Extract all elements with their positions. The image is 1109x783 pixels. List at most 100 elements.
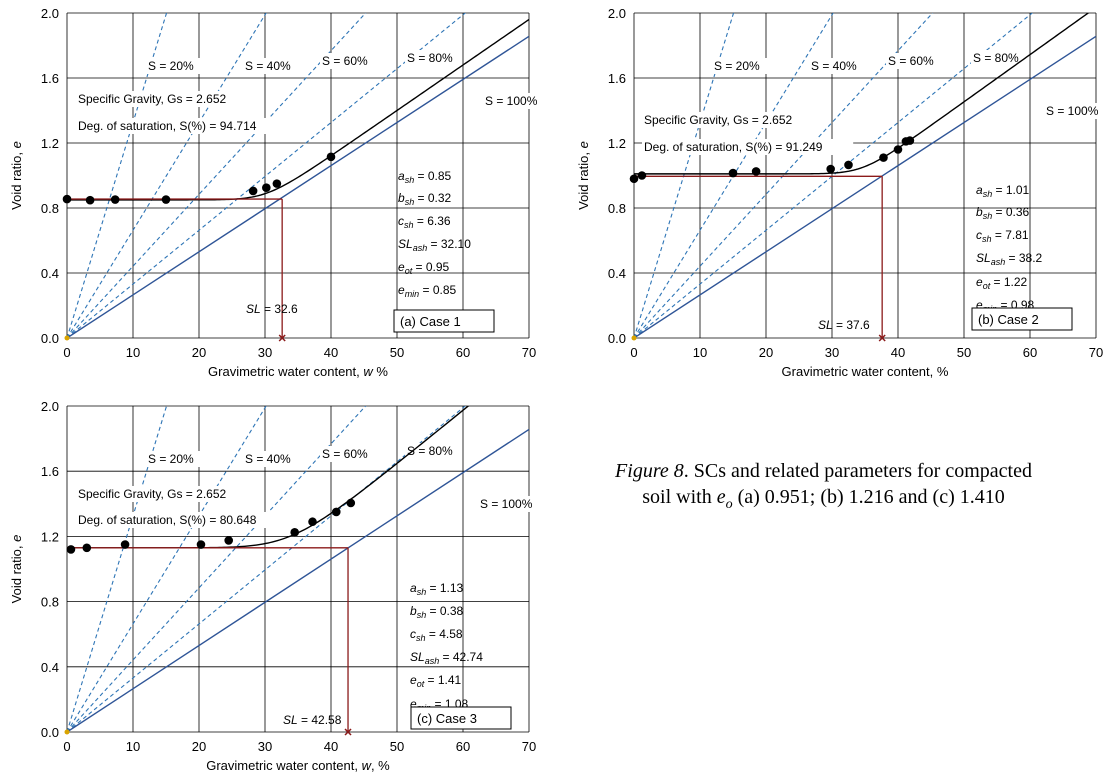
saturation-line-80 [67,406,467,732]
param-label: SLash = 38.2 [976,251,1043,267]
label-bg [76,512,288,528]
x-tick-label: 10 [126,345,140,360]
saturation-line-100 [634,35,1096,338]
sl-symbol: SL [818,318,833,332]
saturation-lines [634,13,1096,338]
label-bg [478,496,540,512]
label-bg [1044,103,1106,119]
param-subscript: ot [417,679,425,689]
sl-label: SL = 32.6 [246,302,298,316]
data-point [637,171,647,180]
y-tick-label: 0.8 [608,201,626,216]
data-point [346,498,356,508]
caption-e-subscript: o [725,497,733,512]
param-symbol: c [410,627,416,641]
saturation-label-80: S = 80% [407,51,453,65]
saturation-label-20: S = 20% [714,59,760,73]
data-point [110,195,120,204]
x-tick-label: 50 [390,345,404,360]
param-symbol: SL [398,237,413,251]
param-value: = 1.22 [990,275,1027,289]
data-point [248,186,258,196]
saturation-label-60: S = 60% [322,54,368,68]
caption-text-2: soil with [642,486,717,508]
label-bg [76,486,256,502]
x-tick-label: 20 [192,345,206,360]
x-tick-label: 0 [63,345,70,360]
param-symbol: a [976,183,983,197]
sl-value: = 32.6 [261,302,298,316]
saturation-label-60: S = 60% [322,447,368,461]
param-subscript: sh [405,175,415,185]
sl-marker [278,334,286,342]
param-subscript: sh [417,610,427,620]
param-symbol: SL [410,650,425,664]
param-subscript: min [405,289,420,299]
degree-saturation-label: Deg. of saturation, S(%) = 91.249 [644,140,823,154]
param-symbol: e [410,697,417,711]
figure-caption: Figure 8. SCs and related parameters for… [538,458,1109,518]
saturation-label-20: S = 20% [148,452,194,466]
origin-marker [64,335,70,341]
param-value: = 0.38 [426,604,463,618]
y-tick-label: 0.4 [608,266,626,281]
saturation-line-40 [634,13,834,338]
param-subscript: sh [983,189,993,199]
data-point [62,194,72,204]
param-value: = 38.2 [1005,251,1042,265]
x-tick-label: 50 [390,739,404,754]
label-bg [712,58,768,74]
param-value: = 1.41 [424,673,461,687]
data-point [826,164,835,174]
param-symbol: b [976,205,983,219]
y-tick-label: 0.8 [41,595,59,610]
param-label: csh = 6.36 [398,214,451,230]
param-subscript: sh [405,197,415,207]
sl-label: SL = 37.6 [818,318,870,332]
y-axis-title: Void ratio, e [9,141,24,210]
x-tick-label: 60 [1023,345,1037,360]
x-axis-title-unit: , % [371,758,390,773]
param-subscript: sh [417,587,427,597]
x-tick-label: 70 [1089,345,1103,360]
x-axis-title-unit: % [373,364,389,379]
label-bg [243,58,299,74]
x-axis-title-text: Gravimetric water content, [208,364,363,379]
param-subscript: sh [404,220,414,230]
data-point [161,195,171,204]
data-point [728,168,738,178]
param-label: bsh = 0.38 [410,604,464,620]
saturation-line-20 [634,13,735,338]
x-tick-label: 20 [192,739,206,754]
data-point [326,152,336,162]
param-symbol: c [976,228,982,242]
data-point [308,517,317,527]
origin-marker [631,335,637,341]
x-tick-label: 20 [759,345,773,360]
param-subscript: sh [982,234,992,244]
y-axis-title: Void ratio, e [576,141,591,210]
param-symbol: SL [976,251,991,265]
saturation-label-60: S = 60% [888,54,934,68]
label-bg [886,53,942,69]
param-symbol: e [976,275,983,289]
x-tick-label: 40 [324,345,338,360]
y-tick-label: 0.0 [41,725,59,740]
data-point [66,545,76,554]
degree-saturation-label: Deg. of saturation, S(%) = 94.714 [78,119,257,133]
degree-saturation-label: Deg. of saturation, S(%) = 80.648 [78,513,257,527]
sl-symbol: SL [283,713,298,727]
param-label: ash = 0.85 [398,169,452,185]
saturation-line-80 [634,13,1034,338]
y-axis-title-var: e [9,141,24,148]
data-point [629,174,639,184]
param-value: = 0.95 [412,260,449,274]
param-label: csh = 7.81 [976,228,1029,244]
x-tick-label: 0 [63,739,70,754]
caption-line-1: Figure 8. SCs and related parameters for… [538,458,1109,484]
param-label: SLash = 32.10 [398,237,471,253]
data-point [751,167,761,176]
y-tick-label: 2.0 [41,6,59,21]
param-label: bsh = 0.36 [976,205,1030,221]
param-value: = 1.01 [992,183,1029,197]
